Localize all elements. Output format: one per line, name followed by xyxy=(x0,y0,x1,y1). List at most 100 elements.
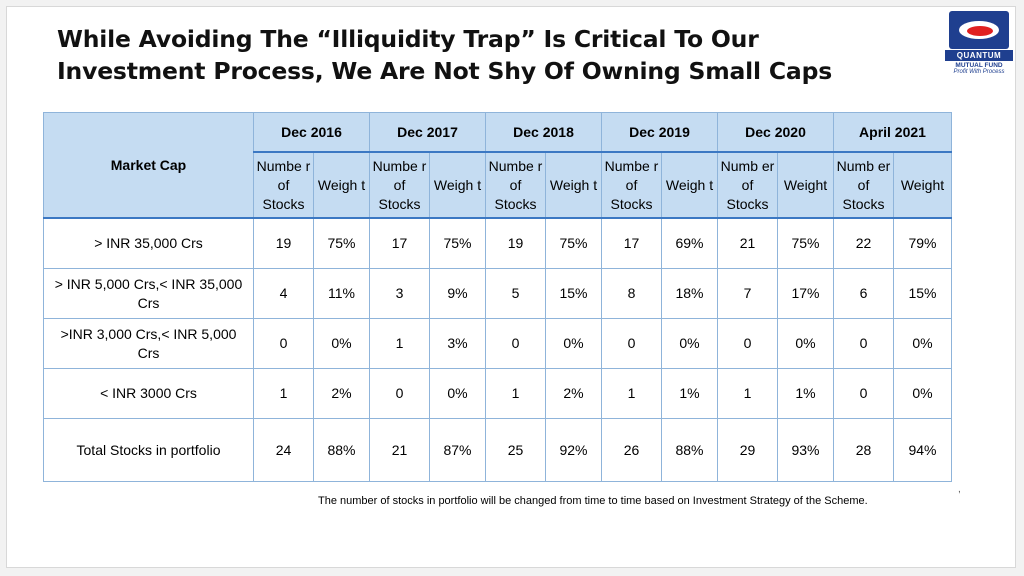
cell-num-stocks: 1 xyxy=(369,318,430,369)
cell-weight: 94% xyxy=(893,418,952,482)
cell-weight: 0% xyxy=(429,368,486,419)
cell-num-stocks: 17 xyxy=(601,217,662,269)
row-label: > INR 5,000 Crs,< INR 35,000 Crs xyxy=(43,268,254,319)
row-label: < INR 3000 Crs xyxy=(43,368,254,419)
cell-num-stocks: 26 xyxy=(601,418,662,482)
cell-num-stocks: 0 xyxy=(833,318,894,369)
row-label: > INR 35,000 Crs xyxy=(43,217,254,269)
cell-weight: 0% xyxy=(545,318,602,369)
cell-weight: 17% xyxy=(777,268,834,319)
cell-weight: 1% xyxy=(661,368,718,419)
cell-num-stocks: 25 xyxy=(485,418,546,482)
cell-num-stocks: 0 xyxy=(369,368,430,419)
cell-weight: 93% xyxy=(777,418,834,482)
cell-num-stocks: 28 xyxy=(833,418,894,482)
header-num-stocks: Numbe r of Stocks xyxy=(485,151,546,219)
header-year: Dec 2020 xyxy=(717,112,834,153)
cell-num-stocks: 0 xyxy=(253,318,314,369)
cell-num-stocks: 21 xyxy=(369,418,430,482)
cell-num-stocks: 1 xyxy=(485,368,546,419)
row-label: >INR 3,000 Crs,< INR 5,000 Crs xyxy=(43,318,254,369)
header-row-subcolumns: Numbe r of Stocks Weigh t Numbe r of Sto… xyxy=(44,151,952,219)
cell-weight: 92% xyxy=(545,418,602,482)
cell-weight: 75% xyxy=(545,217,602,269)
cell-num-stocks: 8 xyxy=(601,268,662,319)
cell-weight: 75% xyxy=(429,217,486,269)
header-num-stocks: Numb er of Stocks xyxy=(717,151,778,219)
cell-num-stocks: 17 xyxy=(369,217,430,269)
table-row: >INR 3,000 Crs,< INR 5,000 Crs 0 0% 1 3% 0 0% 0… xyxy=(43,318,952,369)
cell-num-stocks: 4 xyxy=(253,268,314,319)
cell-num-stocks: 3 xyxy=(369,268,430,319)
table-row: Total Stocks in portfolio 24 88% 21 87% 25 92%… xyxy=(43,418,952,482)
header-market-cap: Market Cap xyxy=(43,112,254,219)
cell-num-stocks: 24 xyxy=(253,418,314,482)
header-num-stocks: Numbe r of Stocks xyxy=(601,151,662,219)
cell-weight: 75% xyxy=(777,217,834,269)
header-weight: Weight xyxy=(893,151,952,219)
row-label: Total Stocks in portfolio xyxy=(43,418,254,482)
cell-weight: 9% xyxy=(429,268,486,319)
header-num-stocks: Numb er of Stocks xyxy=(833,151,894,219)
cell-weight: 1% xyxy=(777,368,834,419)
header-num-stocks: Numbe r of Stocks xyxy=(369,151,430,219)
cell-num-stocks: 6 xyxy=(833,268,894,319)
cell-num-stocks: 5 xyxy=(485,268,546,319)
cell-weight: 87% xyxy=(429,418,486,482)
header-year: Dec 2017 xyxy=(369,112,486,153)
cell-num-stocks: 29 xyxy=(717,418,778,482)
cell-weight: 11% xyxy=(313,268,370,319)
header-num-stocks: Numbe r of Stocks xyxy=(253,151,314,219)
cell-num-stocks: 22 xyxy=(833,217,894,269)
cell-weight: 2% xyxy=(313,368,370,419)
cell-weight: 0% xyxy=(313,318,370,369)
quantum-logo: QUANTUM MUTUAL FUND Profit With Process xyxy=(943,11,1015,81)
cell-weight: 2% xyxy=(545,368,602,419)
slide-title: While Avoiding The “Illiquidity Trap” Is… xyxy=(57,23,832,87)
header-weight: Weigh t xyxy=(545,151,602,219)
cell-weight: 88% xyxy=(661,418,718,482)
cell-weight: 0% xyxy=(777,318,834,369)
cell-num-stocks: 19 xyxy=(485,217,546,269)
header-year: Dec 2019 xyxy=(601,112,718,153)
header-year: Dec 2016 xyxy=(253,112,370,153)
footnote: The number of stocks in portfolio will b… xyxy=(318,495,868,507)
cell-num-stocks: 0 xyxy=(485,318,546,369)
header-weight: Weigh t xyxy=(313,151,370,219)
logo-sub: MUTUAL FUND xyxy=(955,62,1003,69)
cell-num-stocks: 21 xyxy=(717,217,778,269)
title-line-1: While Avoiding The “Illiquidity Trap” Is… xyxy=(57,25,759,53)
cell-weight: 0% xyxy=(661,318,718,369)
logo-mark-icon xyxy=(949,11,1009,49)
logo-tagline: Profit With Process xyxy=(953,69,1005,75)
header-year: Dec 2018 xyxy=(485,112,602,153)
cell-num-stocks: 19 xyxy=(253,217,314,269)
header-weight: Weigh t xyxy=(429,151,486,219)
logo-brand: QUANTUM xyxy=(945,50,1013,61)
cell-num-stocks: 1 xyxy=(253,368,314,419)
cell-weight: 18% xyxy=(661,268,718,319)
cell-weight: 0% xyxy=(893,368,952,419)
cell-weight: 15% xyxy=(545,268,602,319)
cell-weight: 88% xyxy=(313,418,370,482)
market-cap-table: Market Cap Dec 2016 Dec 2017 Dec 2018 De… xyxy=(43,112,952,482)
table-row: > INR 35,000 Crs 19 75% 17 75% 19 75% 17 69% 21 75… xyxy=(43,217,952,269)
cell-num-stocks: 0 xyxy=(601,318,662,369)
table-body: > INR 35,000 Crs 19 75% 17 75% 19 75% 17 69% 21 75… xyxy=(43,217,952,482)
table-row: < INR 3000 Crs 1 2% 0 0% 1 2% 1 1% 1 1% 0 0% xyxy=(43,368,952,419)
cell-weight: 75% xyxy=(313,217,370,269)
cell-weight: 69% xyxy=(661,217,718,269)
cell-num-stocks: 0 xyxy=(717,318,778,369)
header-year: April 2021 xyxy=(833,112,952,153)
cell-weight: 79% xyxy=(893,217,952,269)
cell-num-stocks: 1 xyxy=(601,368,662,419)
title-line-2: Investment Process, We Are Not Shy Of Ow… xyxy=(57,57,832,85)
header-row-years: Market Cap Dec 2016 Dec 2017 Dec 2018 De… xyxy=(43,112,952,219)
cell-num-stocks: 0 xyxy=(833,368,894,419)
table-row: > INR 5,000 Crs,< INR 35,000 Crs 4 11% 3 9% 5… xyxy=(43,268,952,319)
cell-num-stocks: 1 xyxy=(717,368,778,419)
cell-weight: 0% xyxy=(893,318,952,369)
cell-weight: 3% xyxy=(429,318,486,369)
header-weight: Weigh t xyxy=(661,151,718,219)
cell-weight: 15% xyxy=(893,268,952,319)
